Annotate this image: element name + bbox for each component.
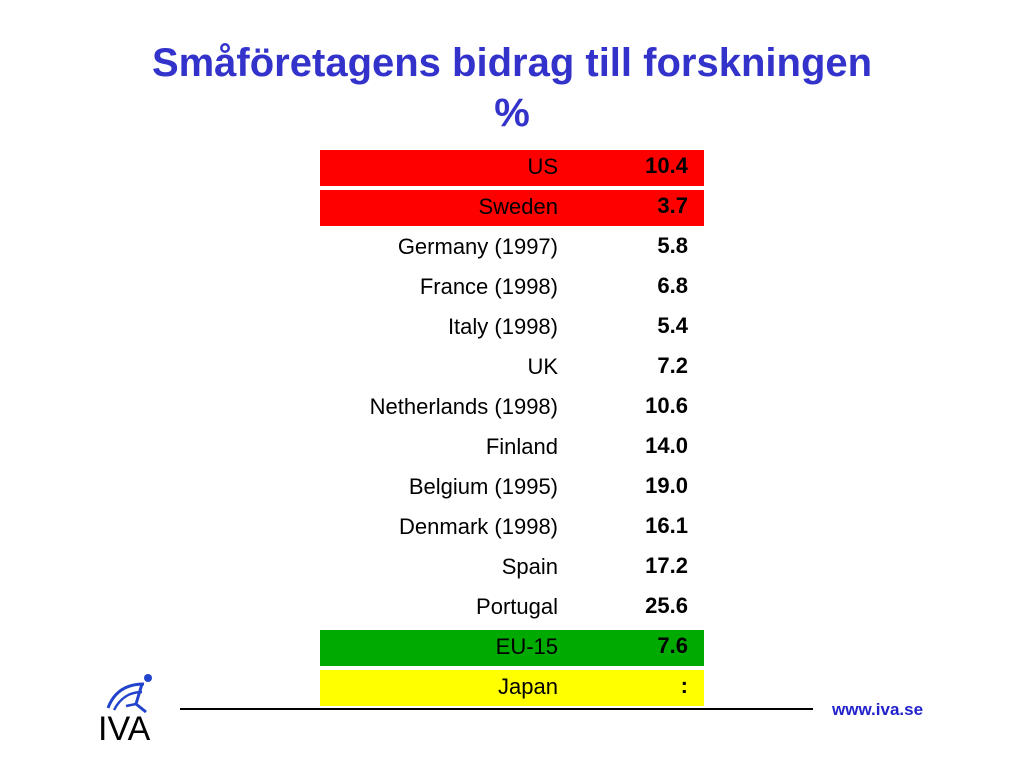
table-row: Netherlands (1998) 10.6 bbox=[320, 390, 704, 426]
row-label: Portugal bbox=[476, 594, 558, 619]
table-row: US 10.4 bbox=[320, 150, 704, 186]
website-link[interactable]: www.iva.se bbox=[832, 700, 924, 719]
row-label: Italy (1998) bbox=[447, 314, 558, 339]
table-row: Portugal 25.6 bbox=[320, 590, 704, 626]
row-label: EU-15 bbox=[495, 634, 558, 659]
row-label: Denmark (1998) bbox=[399, 514, 558, 539]
table-row: Belgium (1995) 19.0 bbox=[320, 470, 704, 506]
row-label: Spain bbox=[501, 554, 558, 579]
data-table: US 10.4 Sweden 3.7 Germany (1997) 5.8 Fr… bbox=[320, 150, 704, 710]
row-value: 25.6 bbox=[645, 593, 688, 618]
row-label: Finland bbox=[485, 434, 558, 459]
row-value: 19.0 bbox=[645, 473, 688, 498]
row-label: Sweden bbox=[478, 194, 558, 219]
row-value: 5.8 bbox=[657, 233, 688, 258]
row-label: Germany (1997) bbox=[397, 234, 558, 259]
table-row: UK 7.2 bbox=[320, 350, 704, 386]
row-value: 16.1 bbox=[645, 513, 688, 538]
row-value: 6.8 bbox=[657, 273, 688, 298]
table-row: EU-15 7.6 bbox=[320, 630, 704, 666]
table-row: Japan : bbox=[320, 670, 704, 706]
table-row: Germany (1997) 5.8 bbox=[320, 230, 704, 266]
table-row: Spain 17.2 bbox=[320, 550, 704, 586]
table-row: Finland 14.0 bbox=[320, 430, 704, 466]
row-value: 14.0 bbox=[645, 433, 688, 458]
slide-title: Småföretagens bidrag till forskningen % bbox=[0, 38, 1024, 138]
table-row: Sweden 3.7 bbox=[320, 190, 704, 226]
row-label: UK bbox=[527, 354, 558, 379]
row-value: 10.4 bbox=[645, 153, 688, 178]
row-label: France (1998) bbox=[419, 274, 558, 299]
footer-divider bbox=[180, 708, 813, 710]
row-label: US bbox=[527, 154, 558, 179]
table-row: Denmark (1998) 16.1 bbox=[320, 510, 704, 546]
title-line-2: % bbox=[494, 91, 530, 135]
logo-text: IVA bbox=[98, 710, 151, 744]
row-value: 10.6 bbox=[645, 393, 688, 418]
iva-logo-icon: IVA bbox=[96, 670, 166, 748]
table-row: France (1998) 6.8 bbox=[320, 270, 704, 306]
row-value: : bbox=[680, 673, 688, 698]
row-label: Belgium (1995) bbox=[408, 474, 558, 499]
row-value: 3.7 bbox=[657, 193, 688, 218]
title-line-1: Småföretagens bidrag till forskningen bbox=[151, 41, 873, 85]
table-row: Italy (1998) 5.4 bbox=[320, 310, 704, 346]
row-value: 7.6 bbox=[657, 633, 688, 658]
row-value: 7.2 bbox=[657, 353, 688, 378]
row-value: 5.4 bbox=[657, 313, 688, 338]
row-value: 17.2 bbox=[645, 553, 688, 578]
row-label: Japan bbox=[498, 674, 558, 699]
row-label: Netherlands (1998) bbox=[369, 394, 558, 419]
